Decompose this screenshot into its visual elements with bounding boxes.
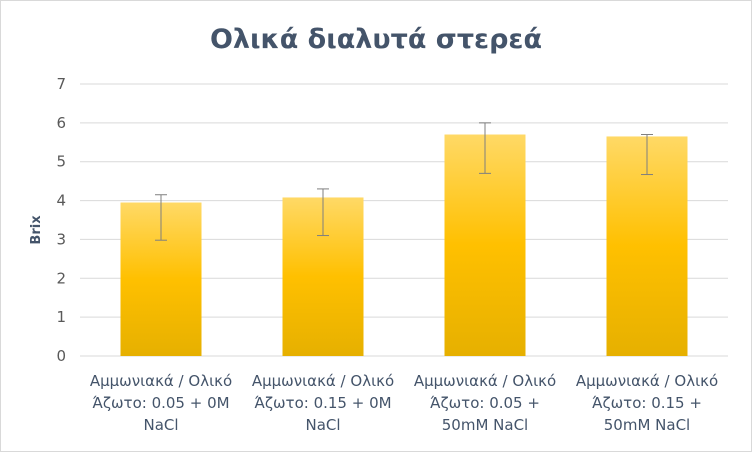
x-tick-label-line: 50mM NaCl <box>442 416 528 434</box>
x-tick-label-line: Αμμωνιακά / Ολικό <box>252 372 394 390</box>
y-tick-label: 0 <box>56 347 66 365</box>
x-tick-label-line: Άζωτο: 0.05 + 0M <box>92 394 229 412</box>
chart-title: Ολικά διαλυτά στερεά <box>210 24 542 55</box>
y-tick-label: 2 <box>56 269 66 287</box>
x-tick-label-line: NaCl <box>305 416 340 434</box>
y-tick-label: 5 <box>56 153 66 171</box>
x-tick-label-line: Αμμωνιακά / Ολικό <box>576 372 718 390</box>
x-axis-labels: Αμμωνιακά / Ολικό Άζωτο: 0.05 + 0M NaClΑμμ… <box>90 372 718 434</box>
x-tick-label-line: Αμμωνιακά / Ολικό <box>90 372 232 390</box>
y-axis-ticks: 0 1 2 3 4 5 6 7 <box>56 75 66 365</box>
y-axis-title: Brix <box>29 215 44 245</box>
y-tick-label: 4 <box>56 192 66 210</box>
x-tick-label-line: Άζωτο: 0.05 + <box>430 394 540 412</box>
x-tick-label: Αμμωνιακά / Ολικό Άζωτο: 0.05 + 50mM NaCl <box>414 372 556 434</box>
x-tick-label-line: NaCl <box>143 416 178 434</box>
x-tick-label: Αμμωνιακά / Ολικό Άζωτο: 0.15 + 50mM NaCl <box>576 372 718 434</box>
x-tick-label: Αμμωνιακά / Ολικό Άζωτο: 0.15 + 0M NaCl <box>252 372 394 434</box>
error-bars <box>155 122 653 241</box>
bars <box>120 134 688 356</box>
x-tick-label-line: Άζωτο: 0.15 + 0M <box>254 394 391 412</box>
x-tick-label-line: Αμμωνιακά / Ολικό <box>414 372 556 390</box>
x-tick-label-line: 50mM NaCl <box>604 416 690 434</box>
x-tick-label-line: Άζωτο: 0.15 + <box>592 394 702 412</box>
y-tick-label: 6 <box>56 114 66 132</box>
y-tick-label: 3 <box>56 230 66 248</box>
y-tick-label: 7 <box>56 75 66 93</box>
x-tick-label: Αμμωνιακά / Ολικό Άζωτο: 0.05 + 0M NaCl <box>90 372 232 434</box>
y-tick-label: 1 <box>56 308 66 326</box>
